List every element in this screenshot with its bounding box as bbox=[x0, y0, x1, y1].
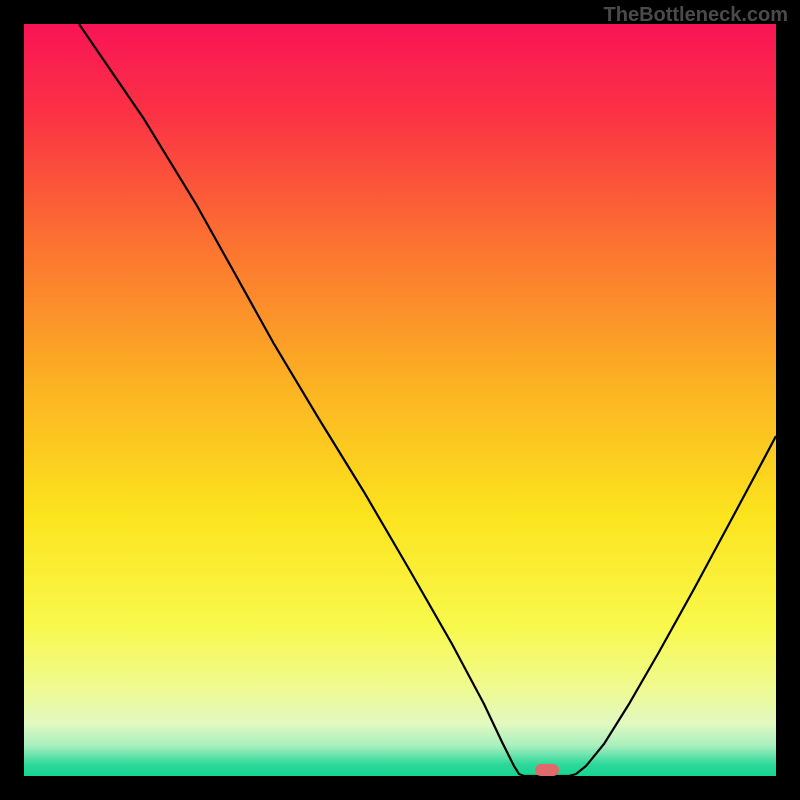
plot-svg bbox=[24, 24, 776, 776]
plot-area bbox=[24, 24, 776, 776]
chart-frame: TheBottleneck.com bbox=[0, 0, 800, 800]
gradient-background bbox=[24, 24, 776, 776]
optimal-marker bbox=[535, 764, 559, 776]
watermark-text: TheBottleneck.com bbox=[604, 4, 788, 27]
